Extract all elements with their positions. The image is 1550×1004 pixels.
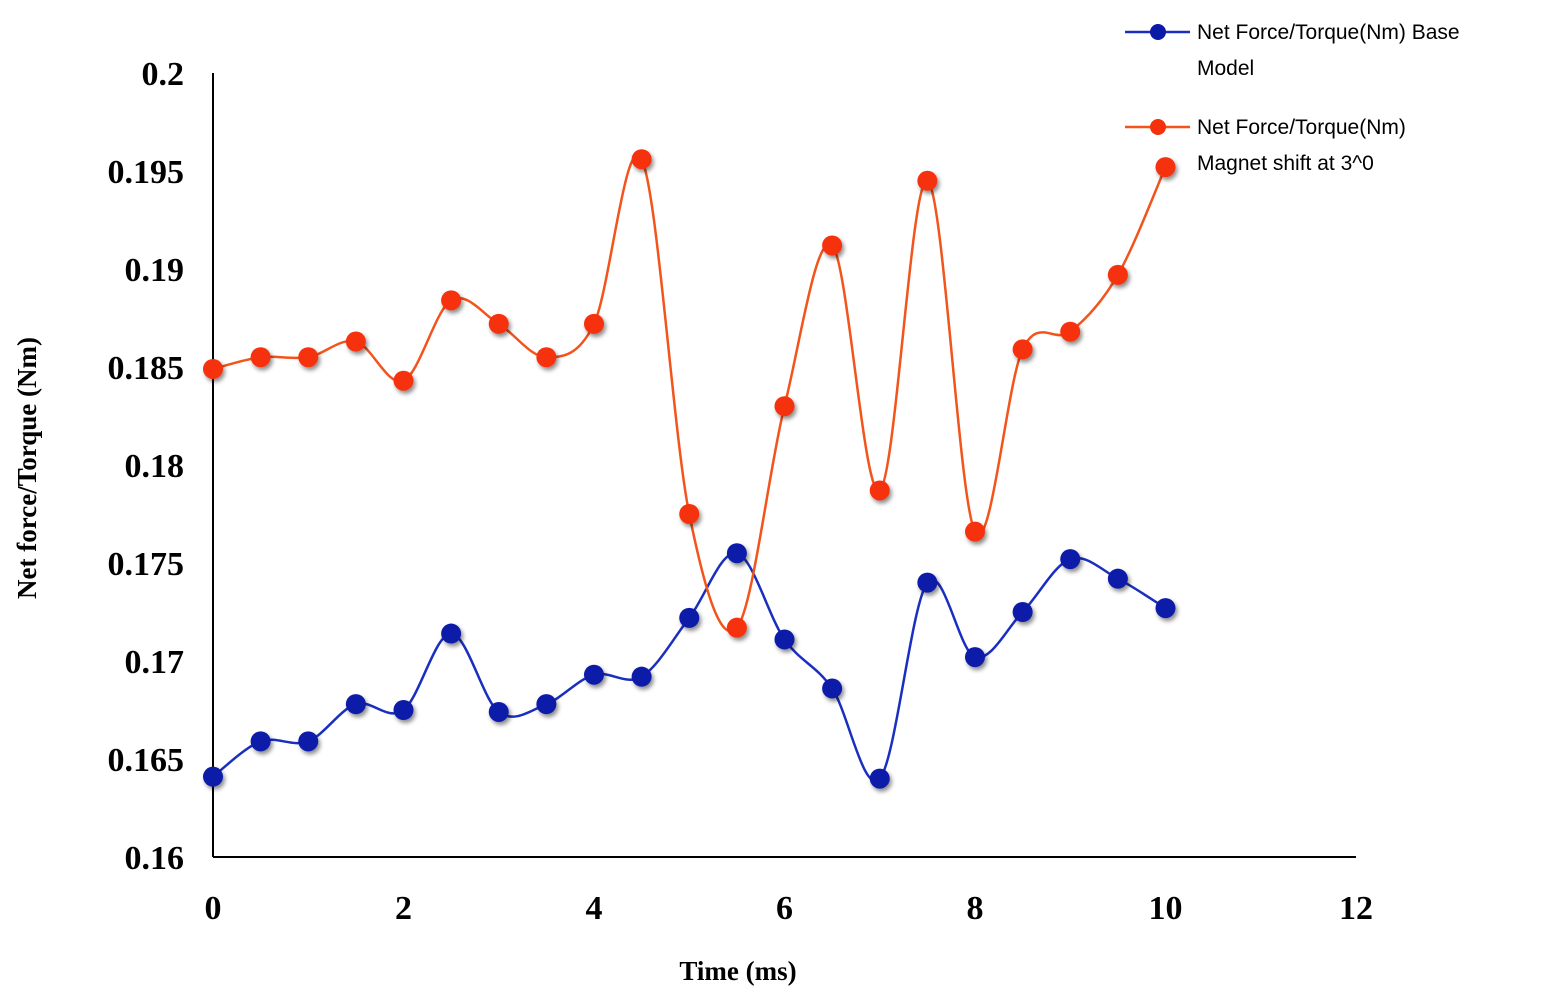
legend-entry-magnet-shift: Net Force/Torque(Nm) Magnet shift at 3^0: [1125, 116, 1406, 175]
y-axis-title: Net force/Torque (Nm): [12, 337, 42, 599]
data-point: [536, 347, 557, 368]
data-point: [250, 347, 271, 368]
axes: [212, 73, 1356, 858]
data-point: [631, 149, 652, 170]
series-layer: [203, 149, 1176, 789]
x-axis-title: Time (ms): [679, 956, 796, 986]
data-point: [869, 480, 890, 501]
series-line: [212, 551, 1167, 783]
data-point: [393, 370, 414, 391]
data-point: [679, 504, 700, 524]
data-point: [298, 731, 319, 752]
y-tick-label: 0.165: [108, 742, 185, 779]
data-point: [441, 623, 462, 644]
y-tick-label: 0.2: [142, 56, 185, 93]
y-tick-label: 0.16: [125, 840, 185, 877]
data-point: [631, 666, 652, 687]
data-point: [917, 572, 938, 593]
data-point: [774, 629, 795, 650]
series-1: [203, 149, 1176, 638]
legend-entry-base-model: Net Force/Torque(Nm) Base Model: [1125, 21, 1460, 80]
x-tick-label: 2: [395, 890, 412, 927]
data-point: [584, 313, 604, 334]
data-point: [441, 290, 462, 311]
y-tick-label: 0.19: [125, 252, 185, 289]
x-tick-label: 4: [586, 890, 603, 927]
data-point: [584, 664, 604, 685]
x-tick-label: 0: [205, 890, 222, 927]
data-point: [393, 700, 414, 720]
x-tick-labels: 0 2 4 6 8 10 12: [205, 890, 1374, 927]
legend-label-base-model-line2: Model: [1197, 57, 1254, 80]
data-point: [345, 694, 366, 715]
legend-label-magnet-shift-line2: Magnet shift at 3^0: [1197, 152, 1374, 175]
data-point: [1107, 568, 1128, 589]
data-point: [822, 235, 843, 256]
data-point: [1155, 598, 1176, 619]
x-tick-label: 12: [1339, 890, 1373, 927]
data-point: [203, 358, 223, 379]
data-point: [345, 331, 366, 352]
data-point: [869, 768, 890, 789]
data-point: [536, 694, 557, 715]
data-point: [1012, 602, 1033, 622]
x-tick-label: 8: [967, 890, 984, 927]
y-tick-label: 0.195: [108, 154, 185, 191]
data-point: [1012, 339, 1033, 360]
legend-marker-base-model: [1150, 24, 1166, 40]
data-point: [1060, 549, 1081, 570]
legend-label-base-model-line1: Net Force/Torque(Nm) Base: [1197, 21, 1460, 44]
data-point: [488, 313, 509, 334]
legend: Net Force/Torque(Nm) Base Model Net Forc…: [1125, 21, 1460, 175]
data-point: [822, 678, 843, 699]
data-point: [917, 170, 938, 191]
legend-label-magnet-shift-line1: Net Force/Torque(Nm): [1197, 116, 1406, 139]
y-tick-label: 0.175: [108, 546, 185, 583]
data-point: [726, 543, 747, 564]
data-point: [1107, 264, 1128, 285]
data-point: [679, 607, 700, 628]
data-point: [488, 701, 509, 722]
x-tick-label: 6: [776, 890, 793, 927]
data-point: [1155, 157, 1176, 178]
data-point: [774, 396, 795, 417]
series-0: [203, 543, 1176, 789]
data-point: [965, 521, 985, 542]
data-point: [1060, 321, 1081, 342]
x-tick-label: 10: [1149, 890, 1183, 927]
data-point: [965, 647, 985, 668]
y-tick-label: 0.17: [125, 644, 185, 681]
data-point: [250, 731, 271, 752]
data-point: [203, 766, 223, 787]
y-tick-labels: 0.16 0.165 0.17 0.175 0.18 0.185 0.19 0.195 0.2: [108, 56, 185, 877]
series-line: [212, 154, 1167, 633]
data-point: [298, 347, 319, 368]
y-tick-label: 0.18: [125, 448, 185, 485]
legend-marker-magnet-shift: [1150, 119, 1166, 135]
data-point: [726, 617, 747, 638]
y-tick-label: 0.185: [108, 350, 185, 387]
